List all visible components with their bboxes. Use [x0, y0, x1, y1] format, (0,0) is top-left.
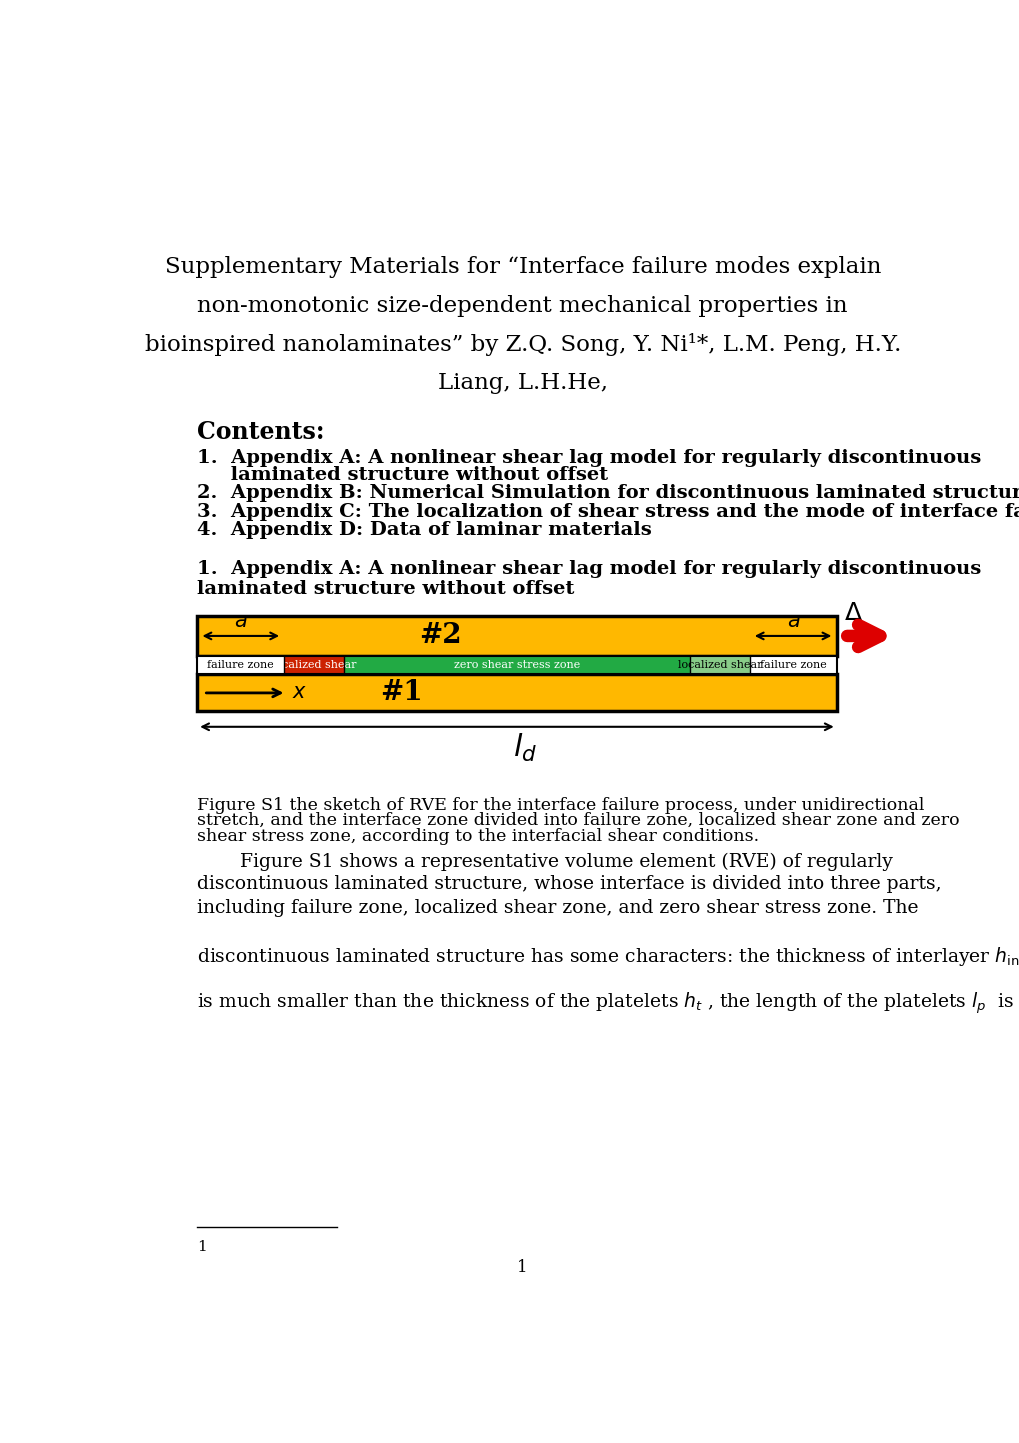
Text: stretch, and the interface zone divided into failure zone, localized shear zone : stretch, and the interface zone divided … [197, 812, 959, 830]
Bar [197, 616, 836, 657]
Text: bioinspired nanolaminates” by Z.Q. Song, Y. Ni¹*, L.M. Peng, H.Y.: bioinspired nanolaminates” by Z.Q. Song,… [145, 333, 900, 356]
Bar [197, 657, 836, 674]
Text: #2: #2 [419, 622, 461, 649]
Text: laminated structure without offset: laminated structure without offset [197, 466, 607, 483]
Text: non-monotonic size-dependent mechanical properties in: non-monotonic size-dependent mechanical … [198, 294, 847, 317]
Text: 3.  Appendix C: The localization of shear stress and the mode of interface failu: 3. Appendix C: The localization of shear… [197, 502, 1019, 521]
Text: localized shear: localized shear [271, 661, 356, 670]
Text: 1.  Appendix A: A nonlinear shear lag model for regularly discontinuous: 1. Appendix A: A nonlinear shear lag mod… [197, 449, 980, 468]
Text: $a$: $a$ [233, 612, 247, 631]
Text: Figure S1 shows a representative volume element (RVE) of regularly: Figure S1 shows a representative volume … [239, 853, 892, 870]
Text: $x$: $x$ [291, 684, 307, 703]
Bar [197, 657, 283, 674]
Text: Contents:: Contents: [197, 420, 324, 443]
Bar [750, 657, 836, 674]
Text: including failure zone, localized shear zone, and zero shear stress zone. The: including failure zone, localized shear … [197, 899, 918, 916]
Text: is much smaller than the thickness of the platelets $h_t$ , the length of the pl: is much smaller than the thickness of th… [197, 991, 1014, 1016]
Text: Supplementary Materials for “Interface failure modes explain: Supplementary Materials for “Interface f… [164, 257, 880, 278]
Bar [197, 674, 836, 711]
Bar [283, 657, 344, 674]
Text: 2.  Appendix B: Numerical Simulation for discontinuous laminated structure: 2. Appendix B: Numerical Simulation for … [197, 485, 1019, 502]
Text: $l_d$: $l_d$ [513, 732, 536, 763]
Text: Liang, L.H.He,: Liang, L.H.He, [437, 372, 607, 394]
Text: discontinuous laminated structure, whose interface is divided into three parts,: discontinuous laminated structure, whose… [197, 876, 941, 893]
Text: discontinuous laminated structure has some characters: the thickness of interlay: discontinuous laminated structure has so… [197, 945, 1019, 968]
Text: #1: #1 [380, 680, 423, 707]
Text: laminated structure without offset: laminated structure without offset [197, 580, 574, 599]
Text: 1: 1 [197, 1240, 207, 1254]
Text: 1: 1 [517, 1258, 528, 1276]
Bar [344, 657, 689, 674]
Text: 4.  Appendix D: Data of laminar materials: 4. Appendix D: Data of laminar materials [197, 521, 651, 540]
Text: Figure S1 the sketch of RVE for the interface failure process, under unidirectio: Figure S1 the sketch of RVE for the inte… [197, 797, 923, 814]
Text: $a$: $a$ [786, 612, 799, 631]
Text: 1.  Appendix A: A nonlinear shear lag model for regularly discontinuous: 1. Appendix A: A nonlinear shear lag mod… [197, 560, 980, 579]
Text: failure zone: failure zone [207, 661, 273, 670]
Text: failure zone: failure zone [759, 661, 826, 670]
Bar [689, 657, 750, 674]
Text: zero shear stress zone: zero shear stress zone [453, 661, 580, 670]
Text: $\Delta$: $\Delta$ [844, 602, 862, 625]
Text: shear stress zone, according to the interfacial shear conditions.: shear stress zone, according to the inte… [197, 828, 758, 844]
Bar [197, 657, 836, 674]
Text: localized shear: localized shear [677, 661, 761, 670]
